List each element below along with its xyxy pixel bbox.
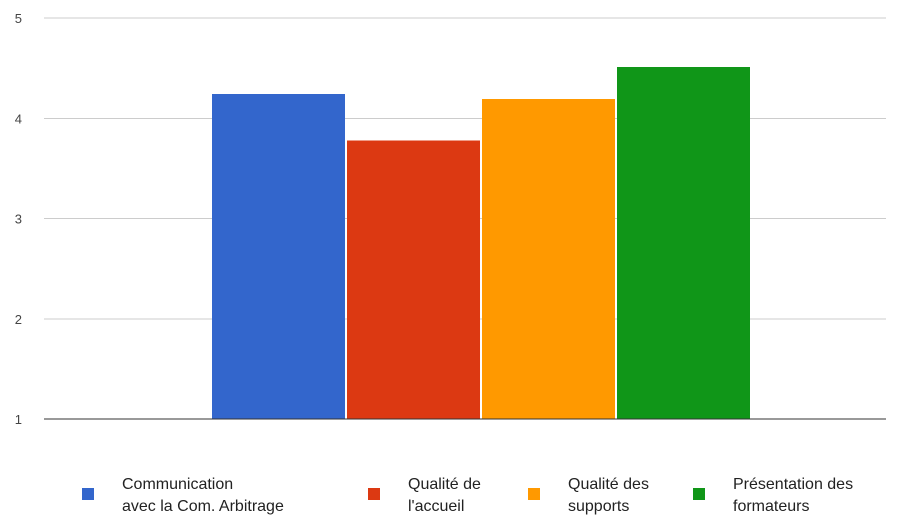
legend-item-2[interactable]: Qualité de l'accueil xyxy=(368,476,481,515)
y-tick-label: 1 xyxy=(15,412,22,427)
legend-label: avec la Com. Arbitrage xyxy=(122,498,284,515)
y-tick-label: 4 xyxy=(15,111,22,126)
legend-item-3[interactable]: Qualité des supports xyxy=(528,476,649,515)
legend-swatch xyxy=(368,488,380,500)
legend-swatch xyxy=(528,488,540,500)
legend-swatch xyxy=(82,488,94,500)
legend: Communication avec la Com. Arbitrage Quali… xyxy=(82,476,853,515)
legend-label: formateurs xyxy=(733,498,809,515)
y-tick-label: 5 xyxy=(15,11,22,26)
legend-label: Qualité de xyxy=(408,476,481,493)
y-axis-ticks: 1 2 3 4 5 xyxy=(15,11,22,427)
bar-4[interactable] xyxy=(617,67,750,419)
bar-2[interactable] xyxy=(347,140,480,419)
legend-label: supports xyxy=(568,498,629,515)
legend-label: Présentation des xyxy=(733,476,853,493)
legend-item-4[interactable]: Présentation des formateurs xyxy=(693,476,853,515)
legend-swatch xyxy=(693,488,705,500)
legend-label: Communication xyxy=(122,476,233,493)
legend-label: Qualité des xyxy=(568,476,649,493)
y-tick-label: 3 xyxy=(15,212,22,227)
legend-item-1[interactable]: Communication avec la Com. Arbitrage xyxy=(82,476,284,515)
bar-1[interactable] xyxy=(212,94,345,419)
bars xyxy=(212,67,750,419)
y-tick-label: 2 xyxy=(15,312,22,327)
legend-label: l'accueil xyxy=(408,498,464,515)
bar-3[interactable] xyxy=(482,99,615,419)
